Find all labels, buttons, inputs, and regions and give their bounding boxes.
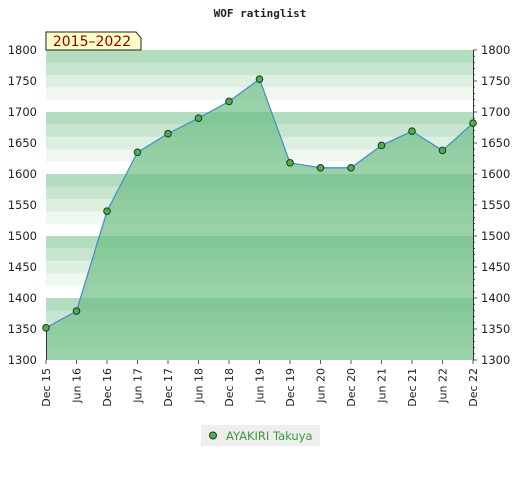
x-tick-label: Jun 19: [254, 368, 267, 404]
data-point[interactable]: [103, 207, 111, 215]
x-tick-label: Jun 22: [437, 368, 450, 404]
data-point[interactable]: [469, 119, 477, 127]
period-badge: 2015–2022: [45, 31, 142, 51]
y-axis-left: 1300 1350 1400 1450 1500 1550 1600 1650 1700 1750…: [8, 43, 37, 367]
x-tick-label: Jun 18: [193, 368, 206, 404]
data-point[interactable]: [438, 146, 447, 155]
x-axis: Dec 15 Jun 16 Dec 16 Jun 17 Dec 17 Jun 18 Dec …: [40, 360, 480, 407]
y-tick-label-right: 1300: [481, 353, 510, 367]
y-tick-label-right: 1800: [481, 43, 510, 57]
x-tick-label: Jun 17: [132, 368, 145, 404]
data-point[interactable]: [194, 114, 203, 122]
x-tick-label: Dec 19: [284, 368, 297, 407]
y-tick-label-right: 1400: [481, 291, 510, 305]
y-tick-label-right: 1550: [481, 198, 510, 212]
y-tick-label-right: 1450: [481, 260, 510, 274]
y-tick-label-left: 1550: [8, 198, 37, 212]
data-point[interactable]: [225, 97, 233, 106]
data-point[interactable]: [377, 141, 386, 150]
data-point[interactable]: [347, 164, 355, 172]
x-tick-label: Jun 21: [376, 368, 389, 404]
y-tick-label-left: 1450: [8, 260, 37, 274]
y-tick-label-left: 1300: [8, 353, 37, 367]
data-point[interactable]: [286, 159, 294, 167]
data-point[interactable]: [316, 164, 325, 172]
y-axis-right: 1300 1350 1400 1450 1500 1550 1600 1650 1700 1750…: [473, 43, 510, 367]
y-tick-label-right: 1650: [481, 136, 510, 150]
legend[interactable]: AYAKIRI Takuya: [201, 425, 320, 446]
y-tick-label-left: 1400: [8, 291, 37, 305]
y-tick-label-right: 1350: [481, 322, 510, 336]
legend-marker: [209, 431, 217, 440]
x-tick-label: Dec 20: [345, 368, 358, 407]
y-tick-label-right: 1600: [481, 167, 510, 181]
y-tick-label-left: 1700: [8, 105, 37, 119]
data-point[interactable]: [255, 75, 264, 83]
data-point[interactable]: [72, 307, 81, 315]
y-tick-label-right: 1700: [481, 105, 510, 119]
x-tick-label: Dec 15: [40, 368, 53, 407]
y-tick-label-right: 1500: [481, 229, 510, 243]
data-point[interactable]: [408, 127, 416, 136]
data-point[interactable]: [164, 129, 172, 138]
x-tick-label: Jun 16: [71, 368, 84, 404]
x-tick-label: Dec 16: [101, 368, 114, 407]
y-tick-label-left: 1750: [8, 74, 37, 88]
y-tick-label-left: 1600: [8, 167, 37, 181]
x-tick-label: Jun 20: [315, 368, 328, 404]
y-tick-label-left: 1650: [8, 136, 37, 150]
chart-title: WOF ratinglist: [214, 7, 307, 20]
y-tick-label-left: 1800: [8, 43, 37, 57]
period-badge-label: 2015–2022: [53, 34, 131, 50]
x-tick-label: Dec 21: [406, 368, 419, 407]
data-point[interactable]: [42, 323, 50, 332]
x-tick-label: Dec 18: [223, 368, 236, 407]
data-markers: [42, 75, 477, 332]
data-point[interactable]: [133, 148, 142, 157]
y-tick-label-left: 1350: [8, 322, 37, 336]
y-tick-label-right: 1750: [481, 74, 510, 88]
x-tick-label: Dec 22: [467, 368, 480, 407]
legend-label: AYAKIRI Takuya: [226, 429, 313, 443]
x-tick-label: Dec 17: [162, 368, 175, 407]
series-area: [46, 79, 473, 360]
y-tick-label-left: 1500: [8, 229, 37, 243]
